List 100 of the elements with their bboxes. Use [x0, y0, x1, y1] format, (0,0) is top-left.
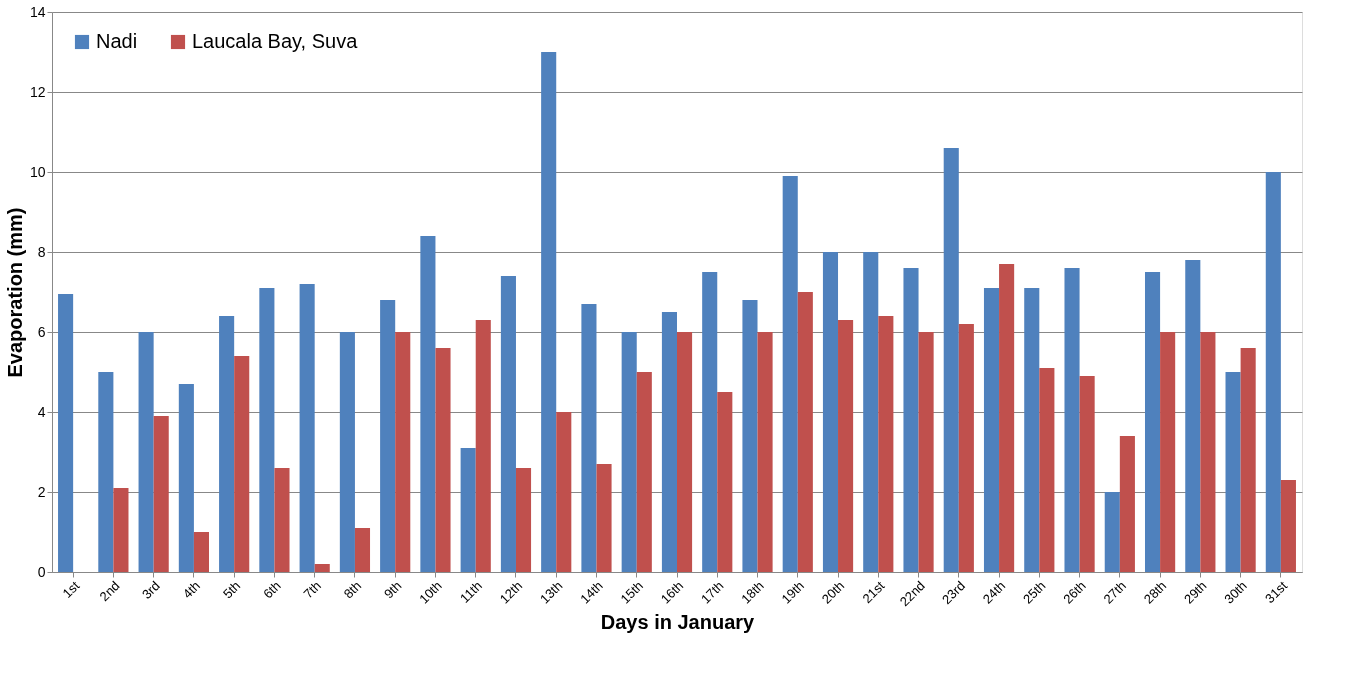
x-tick-label: 24th	[979, 578, 1009, 607]
y-tick-label: 2	[37, 483, 46, 500]
bar	[515, 468, 532, 572]
x-tick-label: 13th	[536, 578, 566, 607]
bar	[178, 384, 194, 572]
bar	[1200, 332, 1216, 572]
bar	[153, 416, 169, 572]
bar	[661, 312, 677, 572]
bar	[395, 332, 411, 572]
x-tick-label: 18th	[738, 578, 767, 607]
y-tick-label: 4	[37, 403, 46, 420]
bar	[380, 300, 396, 572]
x-tick-label: 15th	[617, 578, 646, 607]
x-tick-label: 14th	[577, 578, 606, 607]
x-axis-title: Days in January	[600, 611, 756, 634]
x-tick-label: 19th	[778, 578, 807, 607]
bar	[354, 528, 371, 572]
y-tick-label: 12	[29, 83, 46, 100]
bar	[983, 288, 1000, 572]
bar	[863, 252, 879, 572]
x-tick-label: 9th	[381, 578, 405, 602]
bar	[1024, 288, 1040, 572]
y-tick-label: 10	[29, 163, 46, 180]
y-axis-title: Evaporation (mm)	[3, 207, 26, 378]
x-tick-label: 28th	[1140, 578, 1170, 607]
bar	[435, 348, 451, 572]
x-tick-label: 12th	[496, 578, 526, 607]
x-tick-label: 7th	[300, 578, 324, 602]
bar	[556, 412, 572, 572]
bar	[1104, 492, 1120, 572]
bar	[1160, 332, 1176, 572]
bar	[339, 332, 355, 572]
bar	[299, 284, 315, 572]
bar	[1064, 268, 1080, 572]
y-tick-label: 14	[29, 3, 46, 20]
x-tick-label: 2nd	[96, 578, 123, 605]
bar	[500, 276, 516, 572]
x-tick-label: 10th	[416, 578, 445, 607]
bar	[797, 292, 813, 572]
y-tick-label: 6	[37, 323, 46, 340]
x-tick-label: 5th	[219, 578, 244, 602]
bar	[1280, 480, 1296, 572]
bar	[1119, 436, 1135, 572]
bar	[219, 316, 235, 572]
bar	[138, 332, 154, 572]
bar	[581, 304, 597, 572]
bar	[1145, 272, 1161, 572]
bar	[1225, 372, 1241, 572]
bar	[596, 464, 612, 572]
bar	[1240, 348, 1256, 572]
legend-label: Nadi	[96, 30, 138, 52]
x-tick-label: 27th	[1100, 578, 1130, 607]
bar	[838, 320, 854, 572]
x-tick-label: 11th	[457, 578, 485, 606]
bar	[782, 176, 798, 572]
bar	[1265, 172, 1281, 572]
bar	[918, 332, 934, 572]
x-tick-label: 16th	[657, 578, 687, 607]
bar	[58, 294, 74, 572]
bar	[677, 332, 693, 572]
bar	[757, 332, 773, 572]
x-tick-label: 30th	[1221, 578, 1250, 607]
bar	[878, 316, 894, 572]
x-tick-label: 6th	[260, 578, 284, 602]
bar	[903, 268, 919, 572]
bar	[475, 320, 491, 572]
x-tick-label: 1st	[59, 577, 83, 601]
x-tick-label: 25th	[1020, 578, 1049, 607]
y-tick-label: 0	[37, 563, 46, 580]
bar	[999, 264, 1015, 572]
x-tick-label: 3rd	[138, 578, 163, 602]
bar	[943, 148, 959, 572]
x-tick-label: 4th	[179, 578, 204, 602]
bar	[717, 392, 733, 572]
x-tick-label: 31st	[1262, 577, 1291, 607]
y-tick-label: 8	[37, 243, 46, 260]
bar	[541, 52, 557, 572]
x-tick-label: 21st	[859, 577, 888, 607]
legend-label: Laucala Bay, Suva	[192, 30, 359, 52]
bar	[1079, 376, 1095, 572]
bar	[234, 356, 250, 572]
bar	[113, 488, 129, 572]
x-tick-label: 17th	[697, 578, 727, 607]
x-tick-label: 8th	[340, 578, 365, 602]
bar	[822, 252, 839, 572]
bar	[98, 372, 114, 572]
bar	[274, 468, 290, 572]
bar	[193, 532, 209, 572]
bar	[420, 236, 436, 572]
x-tick-label: 20th	[818, 578, 848, 607]
bar	[460, 448, 476, 572]
bar	[1185, 260, 1201, 572]
bar	[742, 300, 758, 572]
bar	[621, 332, 637, 572]
bar	[1039, 368, 1055, 572]
x-tick-label: 29th	[1181, 578, 1210, 607]
bar	[259, 288, 275, 572]
bar	[314, 564, 330, 572]
bar	[636, 372, 652, 572]
x-tick-label: 26th	[1060, 578, 1089, 607]
